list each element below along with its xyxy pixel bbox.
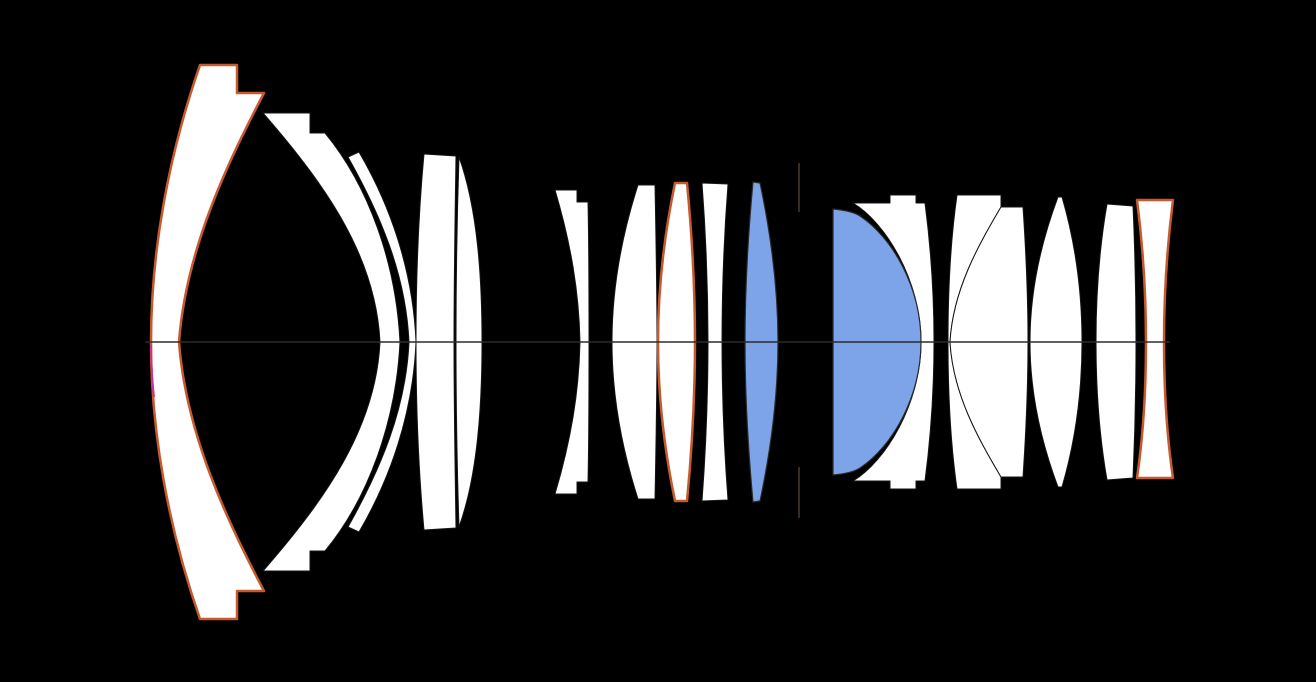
accent-marks-layer bbox=[150, 344, 155, 398]
lens-element-1-orange-outlined bbox=[149, 63, 266, 621]
lens-element-17-orange-outlined bbox=[1135, 198, 1175, 480]
lens-element-2-white bbox=[262, 112, 401, 572]
lens-element-3-white bbox=[347, 151, 417, 533]
front-element-magenta-segment bbox=[150, 344, 155, 398]
lens-element-6-white bbox=[554, 189, 590, 495]
lens-elements-layer bbox=[149, 63, 1175, 621]
